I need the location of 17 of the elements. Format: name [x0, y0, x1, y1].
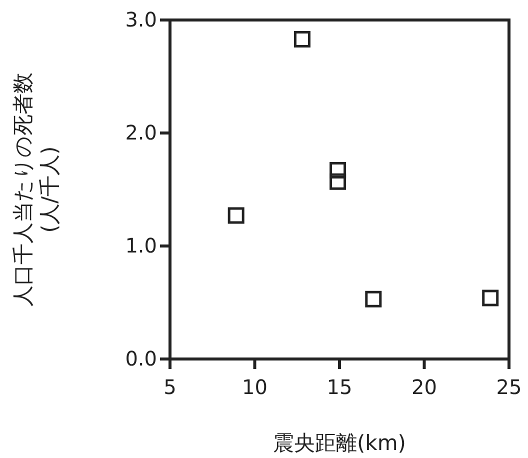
point	[365, 290, 382, 308]
point	[294, 30, 310, 48]
x-tick-label: 20	[412, 375, 437, 399]
x-tick-label: 5	[164, 375, 176, 399]
x-axis-title: 震央距離(km)	[272, 431, 406, 455]
point	[330, 173, 346, 190]
point	[330, 162, 346, 179]
y-tick-label: 1.0	[125, 233, 157, 258]
y-axis-title: 人口千人当たりの死者数 (人/千人)	[11, 72, 62, 306]
point	[228, 207, 244, 224]
y-tick-label: 3.0	[125, 7, 157, 32]
y-tick-label: 0.0	[125, 346, 157, 370]
x-tick-label: 25	[496, 375, 522, 399]
x-tick-label: 15	[326, 375, 352, 399]
x-tick-label: 10	[242, 375, 268, 399]
y-tick-label: 2.0	[125, 120, 157, 144]
point	[482, 290, 499, 306]
